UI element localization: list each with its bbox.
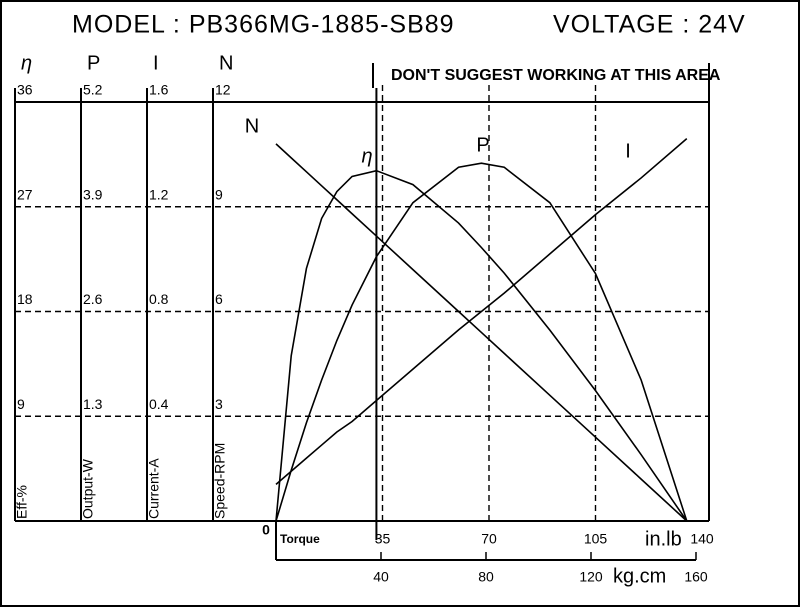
curve-label: N <box>245 115 259 137</box>
y-tick-label: 27 <box>17 186 33 202</box>
y-tick-label: 2.6 <box>83 291 103 307</box>
x-tick-label: 70 <box>481 531 497 547</box>
model-title: MODEL : PB366MG-1885-SB89 <box>72 11 455 39</box>
y-axis-title: Output-W <box>80 458 96 519</box>
curve <box>275 169 688 522</box>
curve <box>275 143 688 522</box>
axis-symbol: P <box>87 52 100 74</box>
y-tick-label: 0.4 <box>149 396 169 412</box>
y-tick-label: 3 <box>215 396 223 412</box>
y-tick-label: 3.9 <box>83 186 103 202</box>
y-tick-label: 0.8 <box>149 291 169 307</box>
curve-label: P <box>476 134 489 156</box>
x2-tick-label: 120 <box>579 569 603 585</box>
x-unit: in.lb <box>645 528 682 550</box>
y-tick-label: 5.2 <box>83 82 103 98</box>
x-tick-label: 140 <box>690 531 714 547</box>
curve-label: η <box>361 145 372 167</box>
axis-symbol: I <box>153 52 159 74</box>
curve-label: I <box>625 140 631 162</box>
x-tick-label: 105 <box>584 531 608 547</box>
y-tick-label: 1.6 <box>149 82 169 98</box>
axis-symbol: η <box>21 52 32 74</box>
y-tick-label: 9 <box>215 186 223 202</box>
y-tick-label: 12 <box>215 82 231 98</box>
y-tick-label: 18 <box>17 291 33 307</box>
x2-tick-label: 80 <box>478 569 494 585</box>
x2-tick-label: 160 <box>684 569 708 585</box>
x-axis-title: Torque <box>280 532 320 546</box>
curve <box>275 138 688 485</box>
axis-symbol: N <box>219 52 233 74</box>
y-tick-label: 9 <box>17 396 25 412</box>
x-tick-label: 35 <box>375 531 391 547</box>
x2-unit: kg.cm <box>613 565 666 587</box>
voltage-label: VOLTAGE : 24V <box>553 11 746 39</box>
y-tick-label: 36 <box>17 82 33 98</box>
y-axis-title: Eff-% <box>14 485 30 519</box>
y-axis-title: Speed-RPM <box>212 443 228 519</box>
origin-label: 0 <box>262 522 270 538</box>
y-tick-label: 1.3 <box>83 396 103 412</box>
curve <box>275 162 688 522</box>
warning-annotation: DON'T SUGGEST WORKING AT THIS AREA <box>391 67 721 84</box>
y-axis-title: Current-A <box>146 458 162 519</box>
x2-tick-label: 40 <box>373 569 389 585</box>
y-tick-label: 1.2 <box>149 186 169 202</box>
y-tick-label: 6 <box>215 291 223 307</box>
